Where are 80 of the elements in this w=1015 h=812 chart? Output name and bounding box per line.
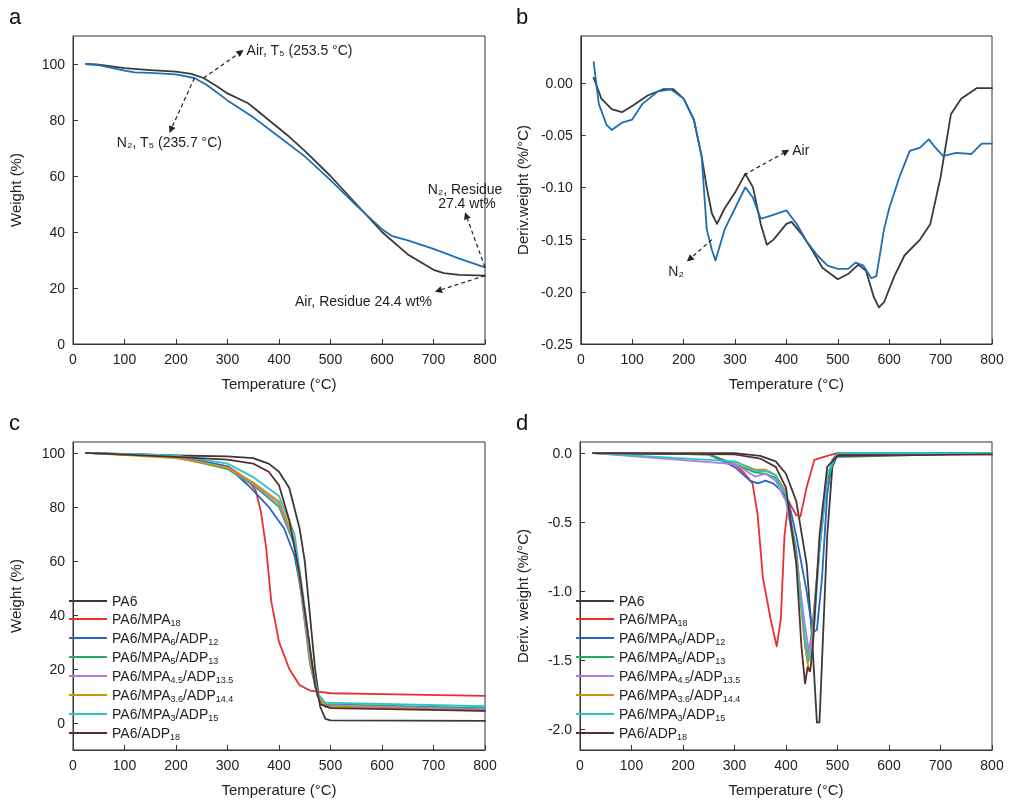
x-tick-label: 400 [267, 757, 291, 773]
x-tick-label: 500 [826, 351, 850, 367]
chart-title: c [9, 409, 20, 435]
x-tick-label: 500 [825, 757, 850, 773]
x-tick-label: 100 [112, 757, 137, 773]
legend-label: PA6 [112, 593, 138, 609]
y-axis-title: Weight (%) [7, 153, 24, 227]
x-tick-label: 200 [164, 351, 188, 367]
x-tick-label: 300 [215, 351, 240, 367]
x-tick-label: 400 [267, 351, 291, 367]
x-tick-label: 0 [576, 757, 585, 773]
y-tick-label: -0.15 [540, 231, 574, 248]
y-tick-label: 60 [49, 552, 66, 569]
y-tick-label: 100 [41, 56, 66, 72]
x-tick-label: 700 [421, 757, 446, 773]
y-tick-label: 80 [49, 498, 66, 515]
annotation: Air, Residue 24.4 wt% [295, 292, 432, 309]
annotation: N₂, T₅ (235.7 °C) [116, 134, 222, 150]
y-tick-label: -0.25 [540, 336, 574, 352]
x-tick-label: 0 [69, 757, 78, 773]
x-tick-label: 100 [620, 351, 645, 367]
chart-title: a [9, 3, 22, 29]
x-tick-label: 800 [473, 351, 497, 367]
x-tick-label: 600 [877, 351, 902, 367]
x-tick-label: 800 [980, 351, 1004, 367]
x-tick-label: 500 [318, 351, 343, 367]
y-tick-label: -1.0 [547, 583, 573, 600]
x-tick-label: 700 [928, 757, 953, 773]
y-axis-title: Deriv. weight (%/°C) [514, 528, 531, 664]
x-tick-label: 500 [318, 757, 343, 773]
legend-label: PA6 [619, 593, 645, 609]
x-tick-label: 600 [877, 757, 901, 773]
x-tick-label: 0 [576, 351, 585, 367]
y-tick-label: -2.0 [547, 721, 573, 738]
annotation: Air [792, 141, 810, 158]
x-axis-title: Temperature (°C) [728, 781, 844, 798]
y-tick-label: 60 [49, 168, 66, 184]
y-tick-label: 80 [49, 112, 66, 128]
x-tick-label: 300 [722, 757, 747, 773]
y-tick-label: 0 [57, 714, 66, 731]
x-tick-label: 600 [370, 351, 394, 367]
x-tick-label: 800 [473, 757, 497, 773]
y-tick-label: 0.0 [552, 445, 573, 462]
y-axis-title: Deriv.weight (%/°C) [514, 125, 531, 255]
y-tick-label: -0.20 [540, 283, 574, 300]
y-tick-label: 0 [57, 336, 66, 352]
y-tick-label: -0.5 [547, 514, 573, 531]
y-tick-label: -1.5 [547, 652, 573, 669]
x-tick-label: 0 [69, 351, 78, 367]
x-tick-label: 200 [671, 351, 696, 367]
chart-title: b [516, 3, 529, 29]
y-tick-label: 0.00 [545, 74, 574, 91]
y-tick-label: -0.05 [540, 127, 574, 144]
x-tick-label: 800 [980, 757, 1004, 773]
x-axis-title: Temperature (°C) [221, 375, 337, 392]
x-tick-label: 400 [774, 351, 799, 367]
y-tick-label: 100 [41, 444, 66, 461]
x-tick-label: 100 [619, 757, 644, 773]
x-tick-label: 700 [928, 351, 953, 367]
x-tick-label: 600 [370, 757, 394, 773]
y-tick-label: 40 [49, 606, 66, 623]
x-tick-label: 400 [774, 757, 798, 773]
x-tick-label: 300 [723, 351, 747, 367]
x-tick-label: 300 [215, 757, 240, 773]
chart-title: d [516, 409, 529, 435]
x-axis-title: Temperature (°C) [221, 781, 337, 798]
y-tick-label: -0.10 [540, 179, 574, 196]
y-tick-label: 40 [49, 224, 66, 240]
annotation: N₂ [668, 262, 684, 279]
annotation: Air, T₅ (253.5 °C) [246, 42, 353, 58]
x-tick-label: 100 [112, 351, 137, 367]
x-tick-label: 200 [671, 757, 695, 773]
x-tick-label: 200 [164, 757, 188, 773]
x-axis-title: Temperature (°C) [728, 375, 845, 392]
annotation: N₂, Residue 27.4 wt% [427, 181, 503, 212]
line-series [592, 61, 993, 280]
x-tick-label: 700 [421, 351, 446, 367]
y-axis-title: Weight (%) [7, 559, 24, 633]
y-tick-label: 20 [49, 280, 66, 296]
y-tick-label: 20 [49, 660, 66, 677]
